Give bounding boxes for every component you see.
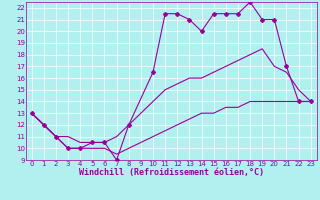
X-axis label: Windchill (Refroidissement éolien,°C): Windchill (Refroidissement éolien,°C) — [79, 168, 264, 177]
